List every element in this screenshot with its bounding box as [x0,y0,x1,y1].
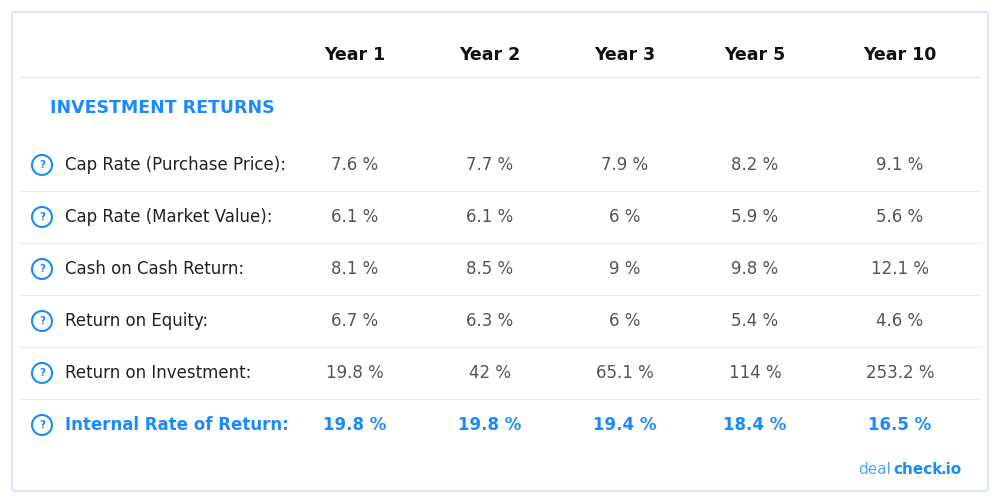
Text: 253.2 %: 253.2 % [866,364,934,382]
Circle shape [32,415,52,435]
Text: Year 1: Year 1 [324,46,386,64]
Text: Year 2: Year 2 [459,46,521,64]
Text: ?: ? [39,368,45,378]
Text: 42 %: 42 % [469,364,511,382]
Text: 4.6 %: 4.6 % [876,312,924,330]
Text: INVESTMENT RETURNS: INVESTMENT RETURNS [50,99,275,117]
Text: 6.7 %: 6.7 % [331,312,379,330]
Text: ?: ? [39,316,45,326]
Circle shape [32,311,52,331]
Text: Cap Rate (Purchase Price):: Cap Rate (Purchase Price): [65,156,286,174]
Text: Cash on Cash Return:: Cash on Cash Return: [65,260,244,278]
Text: 7.9 %: 7.9 % [601,156,649,174]
Text: ?: ? [39,264,45,274]
Text: Return on Equity:: Return on Equity: [65,312,208,330]
Text: 16.5 %: 16.5 % [868,416,932,434]
Text: .io: .io [940,462,961,477]
Text: 12.1 %: 12.1 % [871,260,929,278]
Text: 19.8 %: 19.8 % [326,364,384,382]
Text: 5.6 %: 5.6 % [876,208,924,226]
Text: deal: deal [858,462,891,477]
Text: Year 10: Year 10 [863,46,937,64]
Text: 9.1 %: 9.1 % [876,156,924,174]
Text: ?: ? [39,212,45,222]
Text: 6.1 %: 6.1 % [331,208,379,226]
Text: 7.6 %: 7.6 % [331,156,379,174]
Circle shape [32,363,52,383]
Text: 9.8 %: 9.8 % [731,260,779,278]
Text: Year 5: Year 5 [724,46,786,64]
Text: 5.9 %: 5.9 % [731,208,779,226]
Text: 65.1 %: 65.1 % [596,364,654,382]
Text: 6 %: 6 % [609,208,641,226]
Text: 18.4 %: 18.4 % [723,416,787,434]
FancyBboxPatch shape [12,12,988,491]
Text: 6.3 %: 6.3 % [466,312,514,330]
Text: check: check [893,462,942,477]
Text: ?: ? [39,420,45,430]
Text: Return on Investment:: Return on Investment: [65,364,251,382]
Text: 5.4 %: 5.4 % [731,312,779,330]
Text: 8.2 %: 8.2 % [731,156,779,174]
Text: 19.8 %: 19.8 % [323,416,387,434]
Text: 114 %: 114 % [729,364,781,382]
Text: 6 %: 6 % [609,312,641,330]
Circle shape [32,155,52,175]
Text: Cap Rate (Market Value):: Cap Rate (Market Value): [65,208,272,226]
Circle shape [32,207,52,227]
Text: 19.8 %: 19.8 % [458,416,522,434]
Text: 6.1 %: 6.1 % [466,208,514,226]
Text: 19.4 %: 19.4 % [593,416,657,434]
Text: 8.1 %: 8.1 % [331,260,379,278]
Text: 9 %: 9 % [609,260,641,278]
Text: 8.5 %: 8.5 % [466,260,514,278]
Text: Internal Rate of Return:: Internal Rate of Return: [65,416,289,434]
Text: ?: ? [39,160,45,170]
Text: Year 3: Year 3 [594,46,656,64]
Text: 7.7 %: 7.7 % [466,156,514,174]
Circle shape [32,259,52,279]
